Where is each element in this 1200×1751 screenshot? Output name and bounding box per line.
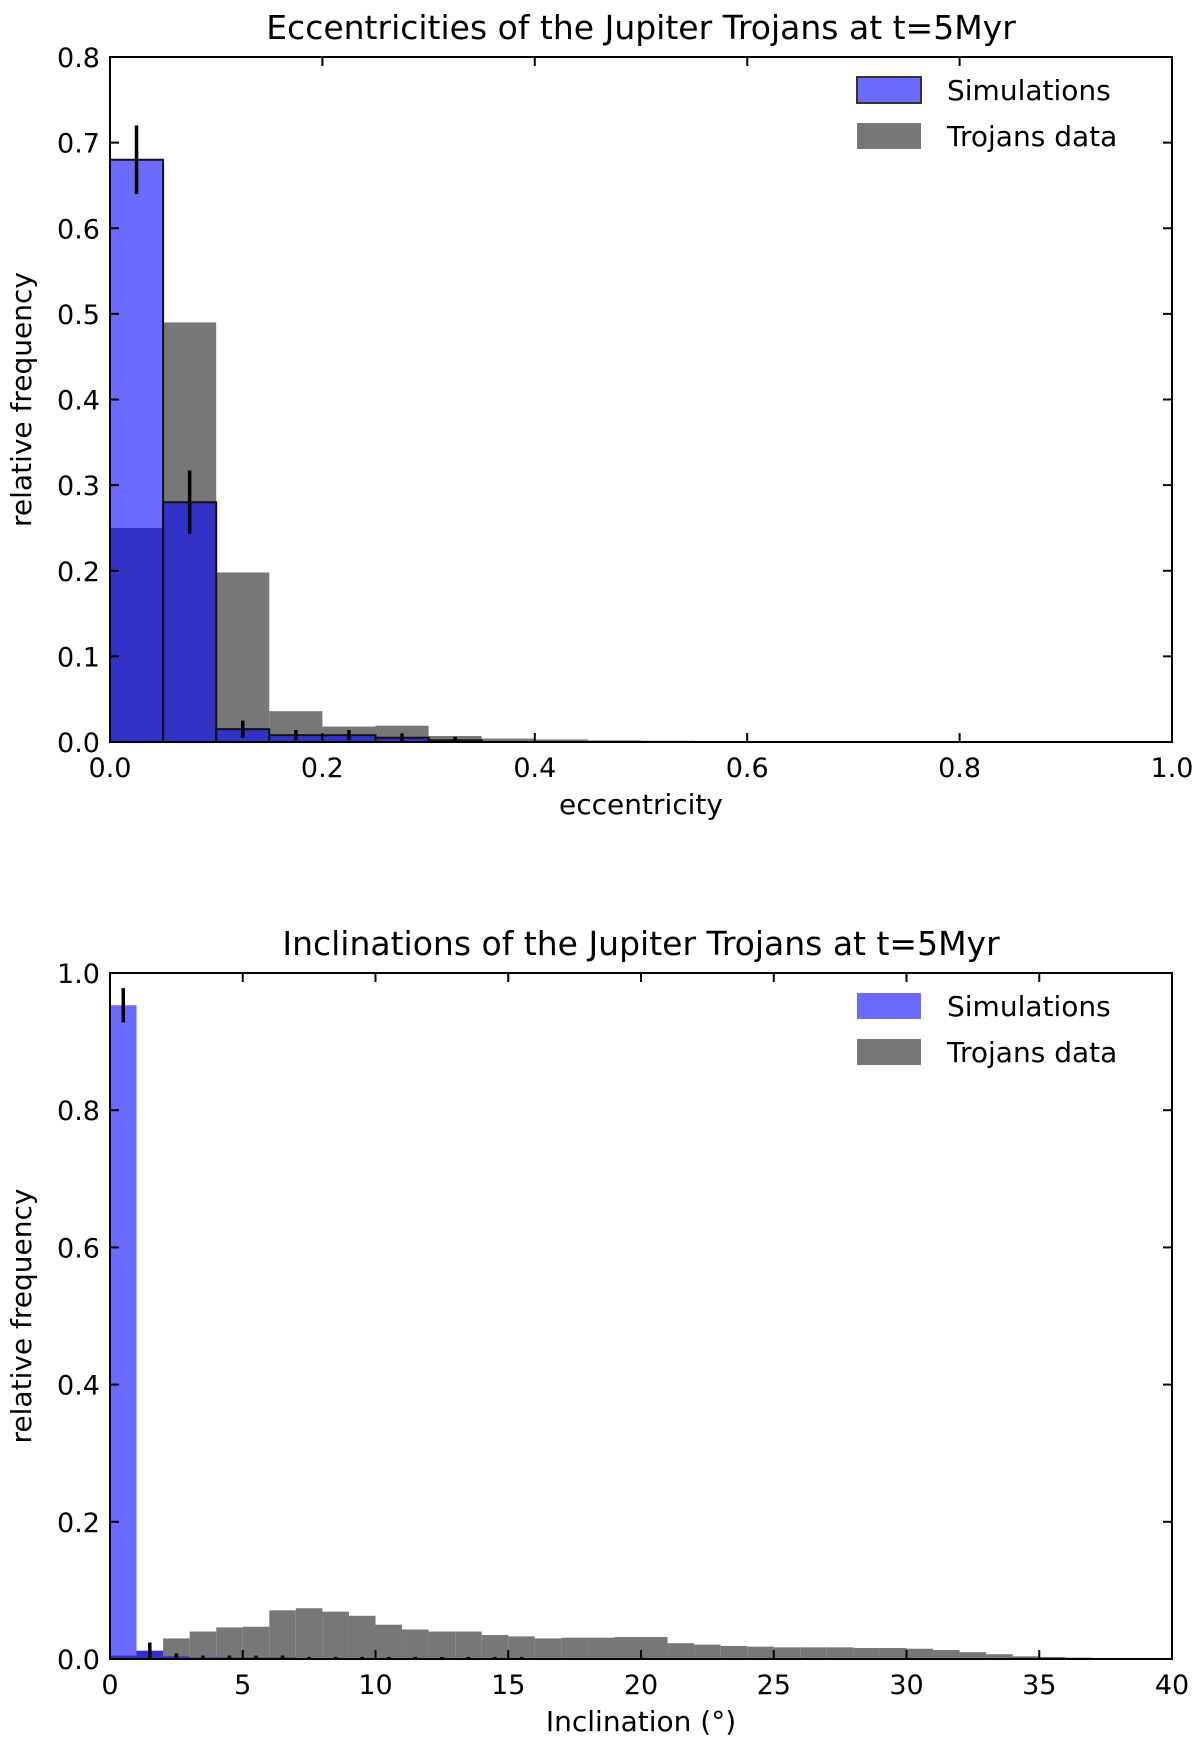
y-tick-label: 0.3 [57, 471, 100, 502]
trojans-bar [402, 1629, 429, 1659]
trojans-bar [242, 1626, 270, 1659]
trojans-bar [216, 572, 270, 742]
y-tick-label: 0.4 [57, 386, 100, 417]
legend-swatch-trojans [857, 1039, 921, 1065]
x-axis-label: Inclination (°) [546, 1705, 736, 1738]
trojans-bar [1039, 1656, 1066, 1659]
x-tick-label: 20 [624, 1670, 658, 1701]
trojans-bar [614, 1637, 641, 1659]
y-tick-label: 0.0 [57, 1645, 100, 1676]
x-tick-label: 1.0 [1151, 753, 1194, 784]
y-tick-label: 0.5 [57, 300, 100, 331]
trojans-bar [322, 1611, 349, 1659]
chart-title: Inclinations of the Jupiter Trojans at t… [282, 924, 1000, 963]
y-axis-label: relative frequency [5, 1189, 38, 1444]
y-axis-label: relative frequency [5, 272, 38, 527]
trojans-bar [641, 1637, 668, 1659]
x-tick-label: 0.8 [938, 753, 981, 784]
legend-swatch-simulations [856, 76, 922, 104]
chart-inclination: 0 5 10 15 20 25 30 35 40 0.0 0.2 0.4 0.6 0.8 1.0 Inclin… [5, 924, 1189, 1738]
trojans-bar [959, 1652, 987, 1659]
x-tick-label: 0.6 [726, 753, 769, 784]
trojans-bar [428, 1631, 456, 1659]
trojans-bar [1012, 1656, 1040, 1659]
trojans-bar [348, 1615, 376, 1659]
y-tick-label: 0.2 [57, 1508, 100, 1539]
legend-label-trojans: Trojans data [946, 120, 1117, 153]
x-tick-label: 0.2 [301, 753, 344, 784]
legend-swatch-simulations [857, 993, 921, 1019]
trojans-bar [375, 1624, 403, 1659]
trojans-bar [773, 1647, 801, 1659]
trojans-bar [826, 1647, 854, 1659]
legend: Simulations Trojans data [857, 990, 1117, 1069]
legend-label-simulations: Simulations [947, 74, 1111, 107]
trojans-bar [508, 1636, 535, 1659]
y-tick-label: 0.7 [57, 129, 100, 160]
trojans-bar [189, 1631, 217, 1659]
x-tick-label: 5 [234, 1670, 251, 1701]
y-tick-label: 0.8 [57, 1096, 100, 1127]
y-tick-label: 0.8 [57, 43, 100, 74]
simulation-bar [110, 1005, 137, 1659]
trojans-bar [561, 1637, 588, 1659]
x-tick-label: 0.4 [513, 753, 556, 784]
y-tick-label: 0.2 [57, 557, 100, 588]
trojans-bar [853, 1648, 880, 1659]
trojans-bar [481, 738, 535, 742]
trojans-bar [694, 1644, 721, 1659]
trojans-bar [747, 1646, 774, 1659]
trojans-bar [455, 1631, 482, 1659]
simulation-bar [162, 501, 218, 743]
trojans-bar [879, 1648, 907, 1659]
x-axis-label: eccentricity [559, 788, 723, 821]
legend-label-simulations: Simulations [947, 990, 1111, 1023]
y-tick-label: 1.0 [57, 959, 100, 990]
simulation-bar [109, 158, 165, 743]
x-tick-label: 30 [889, 1670, 923, 1701]
trojans-bar [720, 1645, 748, 1659]
y-tick-label: 0.6 [57, 214, 100, 245]
trojans-bar [481, 1634, 509, 1659]
x-tick-label: 10 [358, 1670, 392, 1701]
trojans-bar [986, 1654, 1013, 1659]
x-tick-label: 0.0 [89, 753, 132, 784]
y-tick-label: 0.1 [57, 642, 100, 673]
legend-label-trojans: Trojans data [946, 1036, 1117, 1069]
x-tick-label: 35 [1022, 1670, 1056, 1701]
trojans-bar [269, 1610, 296, 1659]
trojans-bar [295, 1608, 323, 1659]
chart-title: Eccentricities of the Jupiter Trojans at… [266, 8, 1016, 47]
trojans-bar [163, 1638, 190, 1659]
legend: Simulations Trojans data [856, 74, 1117, 153]
x-tick-label: 25 [757, 1670, 791, 1701]
trojans-bar [587, 1637, 615, 1659]
trojans-bar [933, 1650, 960, 1659]
trojans-bar [800, 1647, 827, 1659]
y-tick-label: 0.0 [57, 728, 100, 759]
x-tick-label: 40 [1155, 1670, 1189, 1701]
y-tick-label: 0.4 [57, 1371, 100, 1402]
trojans-bar [534, 739, 588, 742]
trojans-bar [906, 1648, 934, 1659]
y-tick-label: 0.6 [57, 1233, 100, 1264]
x-tick-label: 0 [101, 1670, 118, 1701]
trojans-bar [534, 1638, 562, 1659]
legend-swatch-trojans [857, 123, 921, 149]
trojans-bar [667, 1643, 695, 1659]
x-tick-label: 15 [491, 1670, 525, 1701]
trojans-bar [216, 1627, 243, 1659]
chart-eccentricity: 0.0 0.2 0.4 0.6 0.8 1.0 0.0 0.1 0.2 0.3 0.4 0.5 0.6 0… [5, 8, 1193, 821]
